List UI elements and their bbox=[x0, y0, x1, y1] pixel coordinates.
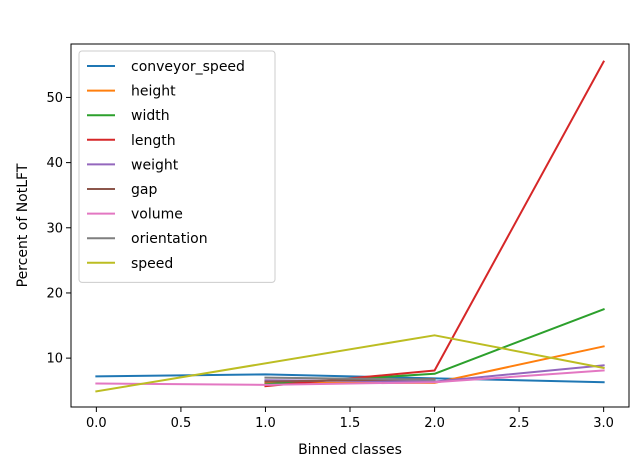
series-line-length bbox=[264, 60, 605, 388]
legend-box bbox=[78, 50, 276, 283]
x-tick-label: 2.0 bbox=[424, 416, 445, 431]
legend-label: speed bbox=[131, 256, 173, 272]
x-axis: 0.0 0.5 1.0 1.5 2.0 2.5 3.0 bbox=[86, 407, 614, 431]
legend-label: orientation bbox=[131, 231, 208, 247]
x-axis-label: Binned classes bbox=[298, 442, 402, 458]
x-tick-label: 2.5 bbox=[509, 416, 530, 431]
legend-label: width bbox=[131, 108, 170, 124]
series-line-volume bbox=[95, 369, 605, 386]
x-tick-label: 3.0 bbox=[593, 416, 614, 431]
x-tick-label: 1.5 bbox=[340, 416, 361, 431]
y-tick-label: 40 bbox=[46, 156, 63, 171]
y-axis-label: Percent of NotLFT bbox=[15, 163, 31, 287]
series-line-speed bbox=[95, 334, 605, 393]
legend-label: height bbox=[131, 84, 176, 100]
y-tick-label: 20 bbox=[46, 286, 63, 301]
legend-label: volume bbox=[131, 207, 183, 223]
legend-label: weight bbox=[131, 157, 179, 173]
series-lines bbox=[95, 60, 605, 393]
y-axis: 10 20 30 40 50 bbox=[46, 91, 71, 367]
y-tick-label: 30 bbox=[46, 221, 63, 236]
y-tick-label: 50 bbox=[46, 91, 63, 106]
x-tick-label: 0.5 bbox=[171, 416, 192, 431]
series-line-conveyor-speed bbox=[95, 373, 605, 384]
series-line-orientation bbox=[264, 376, 436, 381]
x-tick-label: 0.0 bbox=[86, 416, 107, 431]
series-line-width bbox=[264, 307, 605, 386]
legend-label: length bbox=[131, 133, 176, 149]
y-tick-label: 10 bbox=[46, 352, 63, 367]
x-tick-label: 1.0 bbox=[255, 416, 276, 431]
legend-label: conveyor_speed bbox=[131, 59, 245, 75]
legend-label: gap bbox=[131, 182, 157, 198]
